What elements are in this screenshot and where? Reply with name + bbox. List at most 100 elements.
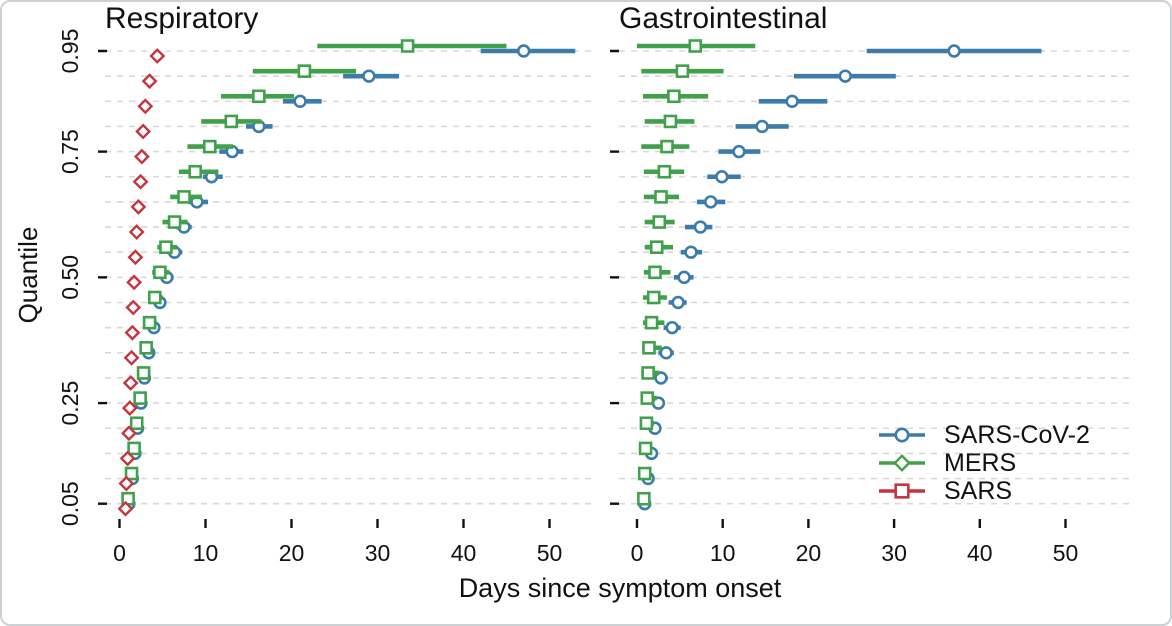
square-marker: [648, 265, 662, 280]
circle-marker: [516, 44, 531, 58]
diamond-marker: [133, 148, 150, 165]
y-tick-label: 0.05: [57, 481, 83, 526]
circle-legend-glyph: [879, 427, 925, 443]
diamond-marker: [126, 274, 143, 291]
diamond-marker: [132, 173, 149, 190]
diamond-marker: [117, 500, 134, 517]
x-axis-label: Days since symptom onset: [458, 573, 782, 603]
square-marker: [652, 215, 667, 229]
circle-marker: [684, 245, 698, 259]
square-marker: [641, 366, 655, 380]
square-marker: [177, 190, 191, 204]
square-marker: [638, 441, 653, 456]
diamond-marker: [893, 454, 911, 472]
x-tick-label: 40: [451, 540, 477, 566]
square-marker: [188, 164, 202, 179]
square-marker: [133, 391, 147, 405]
legend-label: SARS-CoV-2: [944, 420, 1090, 449]
square-marker: [639, 416, 654, 431]
series-MERS: [637, 39, 756, 506]
circle-marker: [654, 371, 668, 385]
x-tick-label: 20: [279, 540, 305, 566]
square-marker: [657, 164, 672, 179]
panel-gastrointestinal: 0 10 20 30 40 50: [610, 39, 1130, 566]
diamond-marker: [122, 375, 139, 391]
square-marker: [646, 290, 661, 305]
square-marker: [167, 215, 182, 229]
square-marker: [127, 441, 141, 456]
square-marker: [637, 491, 651, 506]
x-tick-label: 50: [537, 540, 563, 566]
circle-marker: [293, 94, 307, 109]
panel-respiratory: 0.95 0.75 0.50 0.25 0.05 0 10 20 30 40 50: [57, 29, 596, 566]
x-tick-label: 50: [1053, 540, 1079, 566]
circle-marker: [704, 195, 718, 209]
x-tick-label: 20: [796, 540, 822, 566]
diamond-legend-glyph: [879, 454, 925, 472]
circle-marker: [677, 270, 691, 285]
circle-marker: [671, 295, 685, 310]
diamond-marker: [130, 198, 147, 215]
diamond-marker: [124, 324, 141, 341]
x-tick-label: 30: [881, 540, 907, 566]
square-marker: [644, 315, 659, 330]
diamond-marker: [128, 224, 145, 240]
square-marker: [675, 64, 690, 78]
x-tick-label: 40: [967, 540, 993, 566]
square-marker: [663, 114, 678, 129]
diamond-marker: [141, 73, 158, 90]
circle-marker: [838, 69, 852, 83]
square-marker: [147, 290, 162, 305]
square-marker: [136, 366, 151, 380]
diamond-marker: [119, 450, 136, 467]
square-legend-glyph: [879, 483, 925, 499]
square-marker: [297, 64, 312, 78]
legend-label: MERS: [944, 448, 1017, 477]
x-tick-label: 10: [193, 540, 219, 566]
circle-marker: [755, 119, 769, 134]
square-marker: [203, 139, 217, 154]
legend: SARS-CoV-2 MERS SARS: [879, 421, 1090, 505]
diamond-marker: [127, 249, 144, 266]
square-marker: [667, 89, 681, 104]
y-tick-label: 0.25: [57, 381, 83, 426]
square-marker: [139, 340, 153, 355]
diamond-marker: [149, 48, 166, 64]
y-tick-label: 0.75: [57, 129, 83, 174]
circle-marker: [362, 69, 376, 83]
circle-marker: [947, 44, 961, 58]
diamond-marker: [121, 400, 138, 417]
y-tick-label: 0.50: [57, 255, 83, 300]
legend-label: SARS: [944, 476, 1013, 505]
square-marker: [124, 466, 139, 481]
square-marker: [894, 483, 910, 499]
square-marker: [153, 265, 167, 280]
legend-item-sars-cov-2: SARS-CoV-2: [879, 421, 1090, 449]
square-marker: [660, 139, 674, 154]
legend-item-mers: MERS: [879, 449, 1090, 477]
diamond-marker: [118, 475, 135, 492]
x-tick-label: 0: [631, 540, 644, 566]
series-MERS: [121, 39, 507, 506]
x-tick-label: 0: [113, 540, 126, 566]
circle-marker: [715, 170, 729, 184]
series-SARS: [117, 48, 166, 517]
circle-marker: [894, 427, 910, 443]
circle-marker: [659, 346, 673, 360]
square-marker: [142, 315, 157, 330]
square-marker: [224, 114, 239, 129]
diamond-marker: [123, 349, 140, 366]
square-marker: [649, 240, 664, 254]
square-marker: [640, 391, 655, 405]
diamond-marker: [137, 98, 154, 115]
diamond-marker: [125, 299, 142, 316]
diamond-marker: [135, 123, 152, 140]
square-marker: [129, 416, 144, 431]
circle-marker: [693, 220, 708, 234]
y-axis-label: Quantile: [13, 226, 43, 324]
x-tick-label: 10: [710, 540, 736, 566]
square-marker: [654, 190, 668, 204]
circle-marker: [665, 320, 679, 335]
